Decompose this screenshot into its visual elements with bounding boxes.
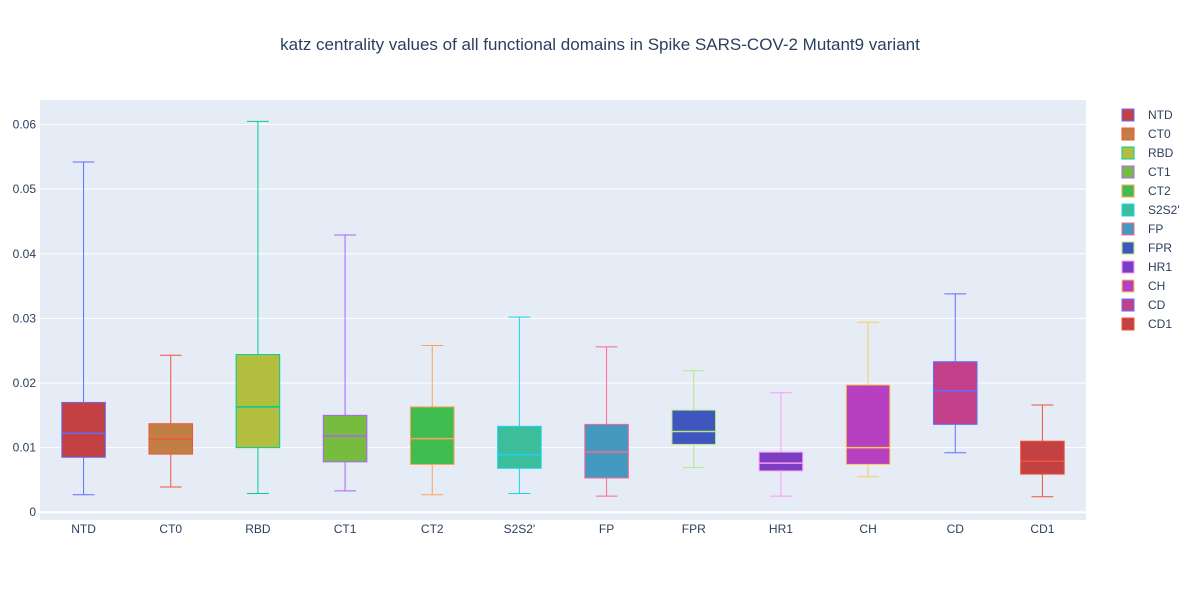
box-fp <box>584 346 629 497</box>
box-body <box>235 354 281 449</box>
legend-item: S2S2' <box>1121 203 1180 217</box>
x-tick-label: CD1 <box>1030 522 1054 536</box>
y-axis: 0 0.01 0.02 0.03 0.04 0.05 0.06 <box>13 118 37 520</box>
box-cd1 <box>1020 404 1065 498</box>
legend: NTD CT0 RBD CT1 CT2 S2S2' FP FPR HR1 CH CD CD1 <box>1121 108 1180 331</box>
box-ch <box>845 321 891 478</box>
legend-swatch <box>1121 222 1135 236</box>
legend-item: CT2 <box>1121 184 1171 198</box>
legend-label: CD <box>1148 298 1166 312</box>
box-body <box>497 425 542 469</box>
box-s2s2 <box>497 316 542 495</box>
legend-swatch <box>1121 165 1135 179</box>
legend-item: HR1 <box>1121 260 1172 274</box>
y-tick-label: 0.06 <box>13 118 37 132</box>
legend-swatch <box>1121 203 1135 217</box>
legend-item: CH <box>1121 279 1165 293</box>
x-tick-label: FPR <box>682 522 706 536</box>
x-tick-label: S2S2' <box>504 522 536 536</box>
legend-item: RBD <box>1121 146 1174 160</box>
legend-label: CT1 <box>1148 165 1171 179</box>
legend-label: CD1 <box>1148 317 1172 331</box>
box-hr1 <box>758 392 804 497</box>
x-tick-label: CT0 <box>159 522 182 536</box>
legend-swatch <box>1121 279 1135 293</box>
box-body <box>932 361 978 425</box>
legend-swatch <box>1121 298 1135 312</box>
x-axis: NTD CT0 RBD CT1 CT2 S2S2' FP FPR HR1 CH CD CD1 <box>71 522 1054 536</box>
y-tick-label: 0.02 <box>13 376 37 390</box>
y-tick-label: 0.05 <box>13 182 37 196</box>
box-body <box>584 423 629 479</box>
box-cd <box>932 293 978 454</box>
legend-swatch <box>1121 108 1135 122</box>
box-body <box>322 414 368 463</box>
box-ntd <box>61 161 106 496</box>
box-body <box>758 451 804 472</box>
legend-item: FP <box>1121 222 1163 236</box>
legend-label: RBD <box>1148 146 1174 160</box>
legend-item: CD <box>1121 298 1166 312</box>
x-tick-label: NTD <box>71 522 96 536</box>
legend-swatch <box>1121 260 1135 274</box>
box-body <box>1020 440 1065 475</box>
box-rbd <box>235 120 281 495</box>
legend-swatch <box>1121 241 1135 255</box>
x-tick-label: HR1 <box>769 522 793 536</box>
legend-swatch <box>1121 317 1135 331</box>
box-body <box>61 401 106 458</box>
plot-background <box>40 100 1086 520</box>
x-tick-label: CD <box>947 522 965 536</box>
legend-label: FPR <box>1148 241 1172 255</box>
legend-item: FPR <box>1121 241 1172 255</box>
box-fpr <box>671 370 717 469</box>
legend-label: CT0 <box>1148 127 1171 141</box>
legend-label: FP <box>1148 222 1163 236</box>
box-body <box>671 409 717 445</box>
box-ct1 <box>322 234 368 492</box>
chart-title: katz centrality values of all functional… <box>280 35 920 54</box>
legend-item: CT0 <box>1121 127 1171 141</box>
y-tick-label: 0 <box>29 505 36 519</box>
x-tick-label: CT2 <box>421 522 444 536</box>
legend-label: S2S2' <box>1148 203 1180 217</box>
box-ct0 <box>148 354 194 488</box>
grid-lines <box>40 124 1086 514</box>
x-tick-label: FP <box>599 522 614 536</box>
box-body <box>409 406 455 465</box>
legend-swatch <box>1121 146 1135 160</box>
legend-item: CD1 <box>1121 317 1172 331</box>
box-body <box>845 384 891 465</box>
legend-label: CT2 <box>1148 184 1171 198</box>
y-tick-label: 0.03 <box>13 311 37 325</box>
legend-label: CH <box>1148 279 1165 293</box>
y-tick-label: 0.01 <box>13 441 37 455</box>
y-tick-label: 0.04 <box>13 247 37 261</box>
legend-swatch <box>1121 127 1135 141</box>
legend-label: HR1 <box>1148 260 1172 274</box>
legend-item: NTD <box>1121 108 1173 122</box>
x-tick-label: CT1 <box>334 522 357 536</box>
box-plots <box>61 120 1065 498</box>
box-ct2 <box>409 345 455 496</box>
legend-item: CT1 <box>1121 165 1171 179</box>
legend-label: NTD <box>1148 108 1173 122</box>
x-tick-label: CH <box>859 522 876 536</box>
legend-swatch <box>1121 184 1135 198</box>
x-tick-label: RBD <box>245 522 271 536</box>
